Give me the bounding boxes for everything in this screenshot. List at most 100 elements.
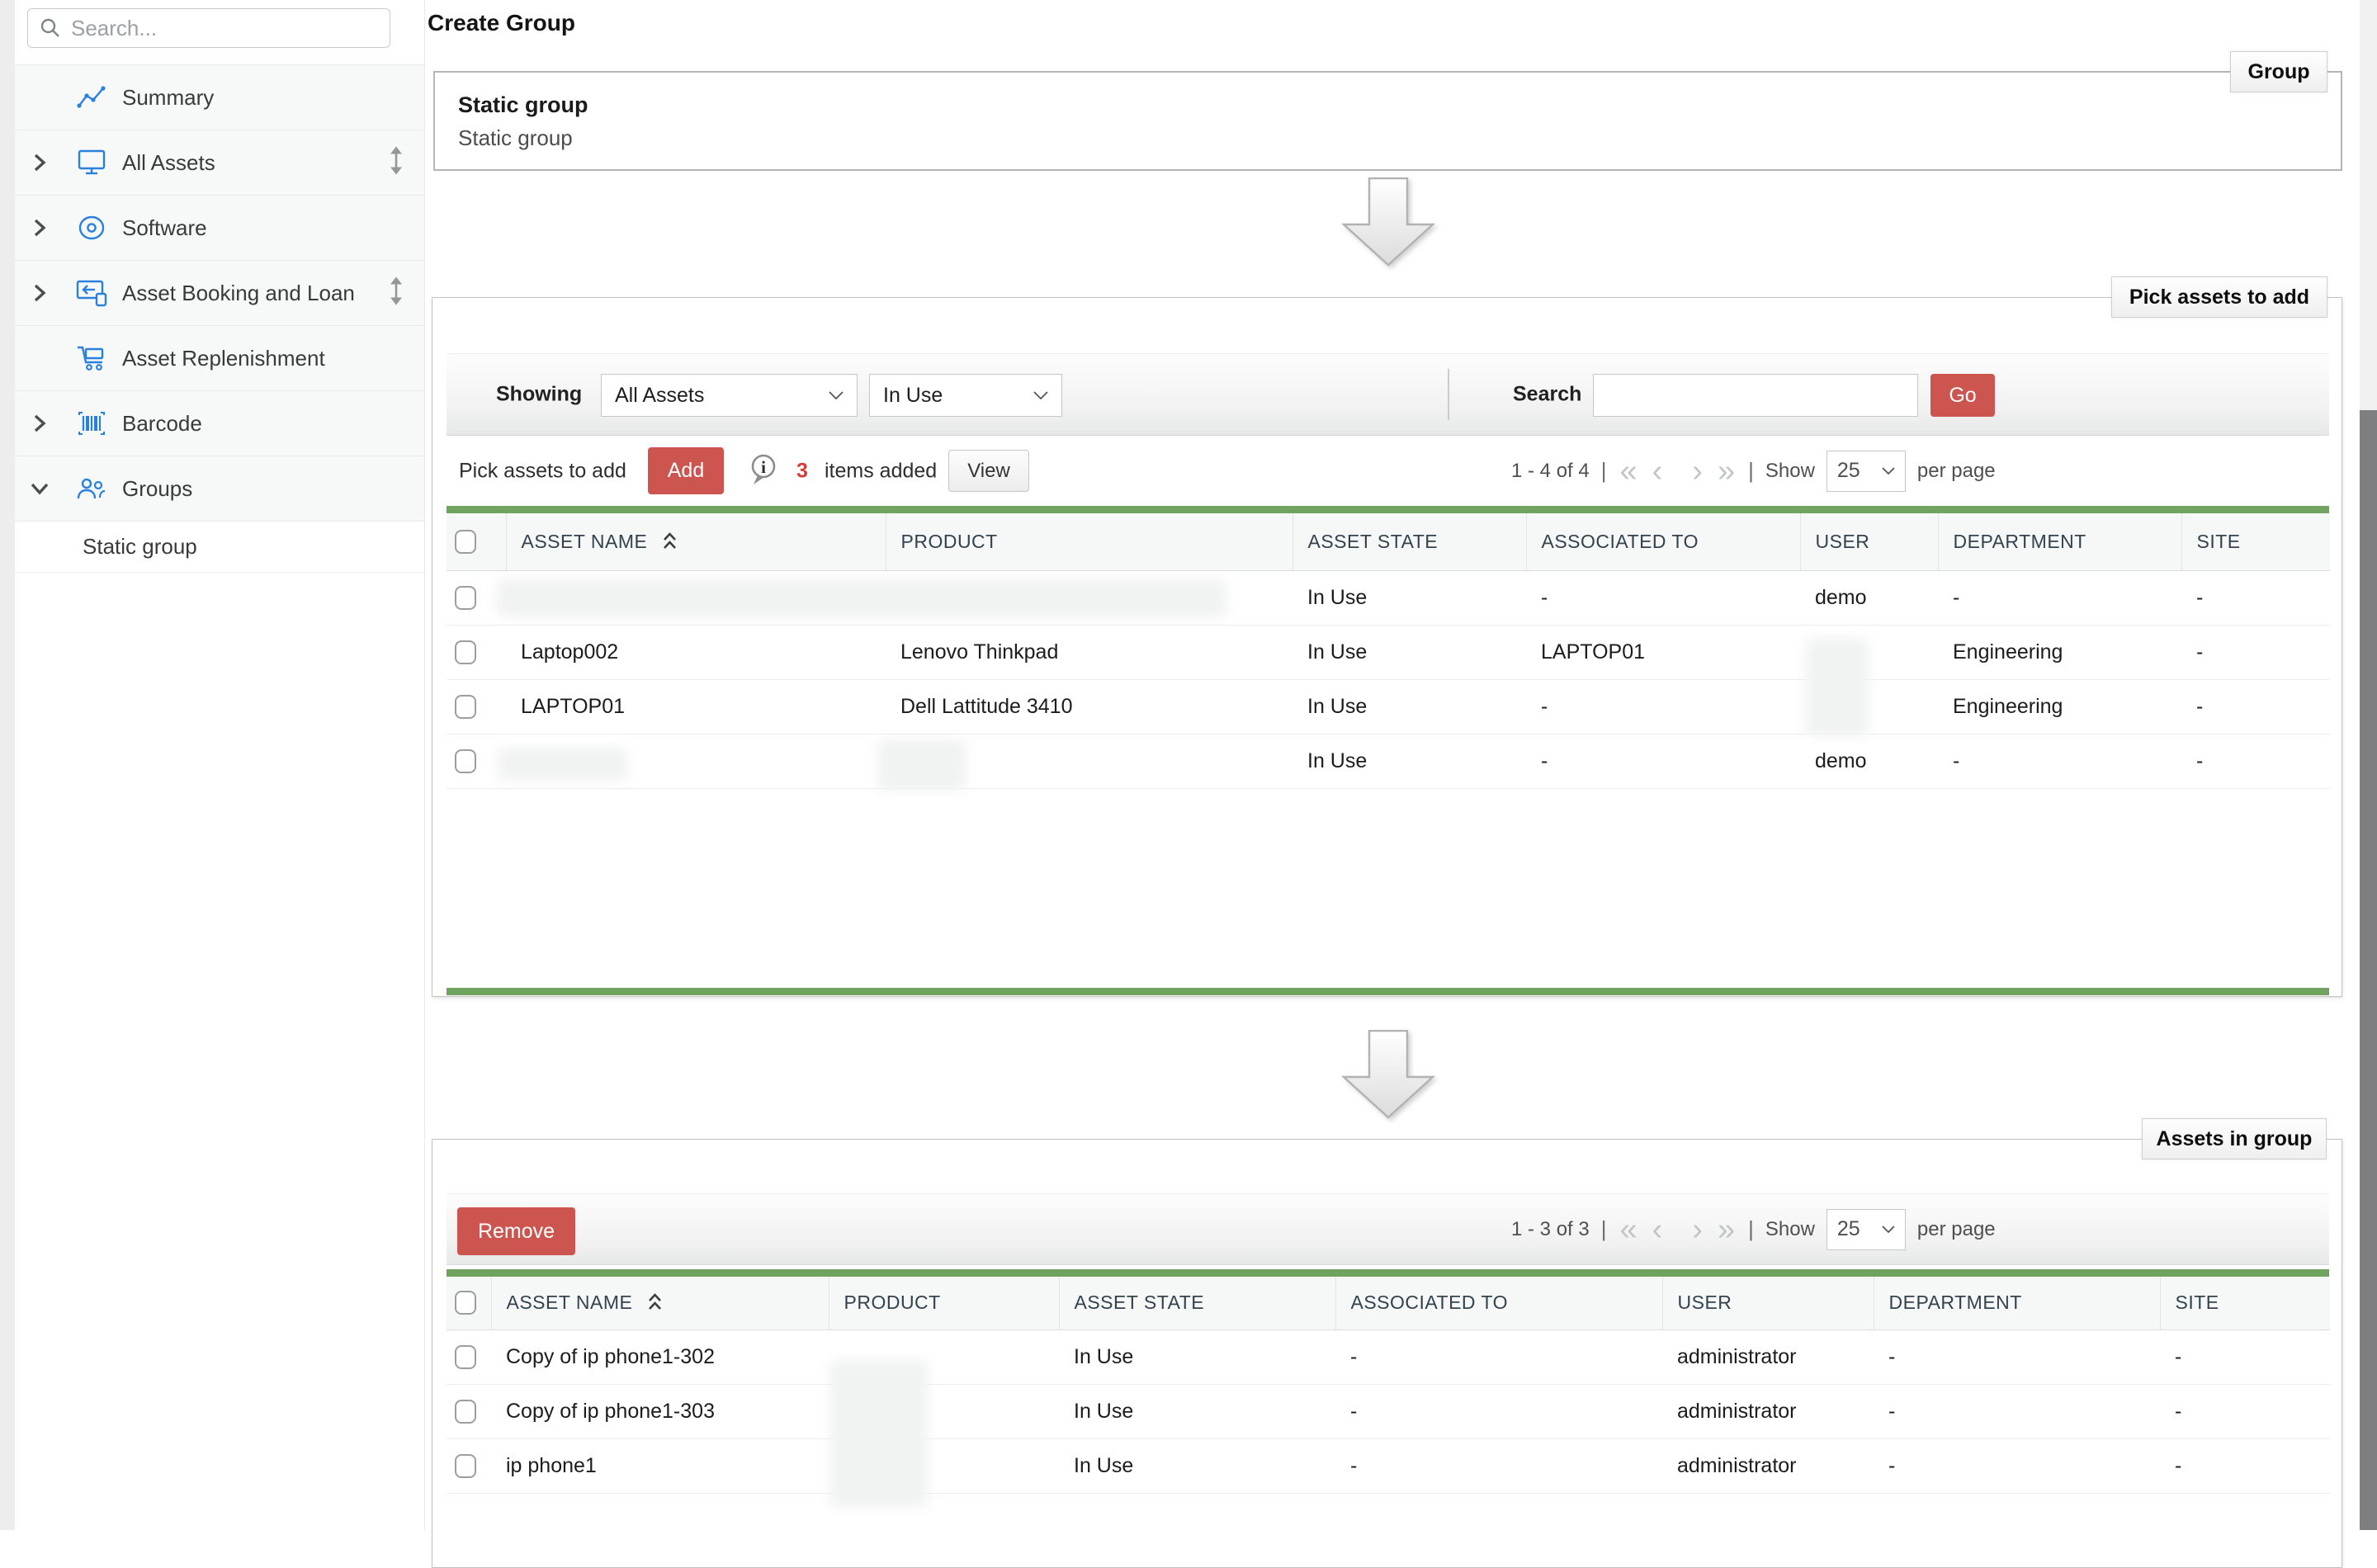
col-department[interactable]: DEPARTMENT [1874,1277,2161,1330]
row-select-cell [447,1438,491,1494]
sidebar-item-groups[interactable]: Groups [15,456,424,522]
col-user[interactable]: USER [1662,1277,1874,1330]
prev-page-icon[interactable]: ‹ [1652,453,1663,489]
row-select-cell [447,625,506,680]
table-top-bar [447,1269,2329,1277]
sort-asc-icon [649,1293,662,1311]
cell-asset-state: In Use [1292,734,1526,789]
cell-department: Engineering [1938,679,2181,734]
pagination-separator: | [1748,458,1754,483]
select-all-header [447,1277,492,1330]
show-label: Show [1765,1217,1815,1240]
view-button[interactable]: View [948,450,1029,492]
sidebar-item-summary[interactable]: Summary [15,65,424,130]
cell-site: - [2160,1438,2330,1494]
pagination-range: 1 - 3 of 3 [1511,1217,1590,1240]
sidebar-item-label: Software [122,215,207,240]
showing-label: Showing [496,382,583,406]
col-product[interactable]: PRODUCT [886,513,1293,571]
col-associated-to[interactable]: ASSOCIATED TO [1526,513,1801,571]
cell-user: administrator [1662,1329,1874,1385]
sidebar-search-input[interactable] [71,15,378,41]
last-page-icon[interactable]: » [1717,453,1736,489]
scrollbar-thumb[interactable] [2360,410,2377,1530]
row-checkbox[interactable] [455,640,476,664]
next-page-icon[interactable]: › [1692,1211,1703,1247]
chevron-right-icon[interactable] [15,282,64,304]
group-section-tab: Group [2230,51,2327,92]
chevron-down-icon[interactable] [15,482,64,495]
row-checkbox[interactable] [455,1344,476,1369]
col-user[interactable]: USER [1800,513,1939,571]
pagination: 1 - 3 of 3 | « ‹ › » | Show 25 per page [1511,1194,1996,1264]
row-select-cell [447,1384,491,1439]
cell-asset-state: In Use [1292,679,1526,734]
sidebar-nav: Summary All Assets Software [15,64,424,573]
assets-search-input[interactable] [1593,374,1918,417]
assets-in-group-table: ASSET NAME PRODUCT ASSET STATE ASSOCIATED T… [447,1277,2330,1494]
last-page-icon[interactable]: » [1717,1211,1736,1247]
asset-state-select[interactable]: In Use [869,374,1062,417]
select-all-checkbox[interactable] [455,1291,476,1315]
chevron-right-icon[interactable] [15,217,64,239]
reorder-handle-icon[interactable] [388,146,404,180]
col-product[interactable]: PRODUCT [829,1277,1060,1330]
column-label: SITE [2175,1292,2219,1314]
sidebar-search[interactable] [27,8,390,48]
page-size-select[interactable]: 25 [1826,1208,1906,1250]
sidebar-item-software[interactable]: Software [15,196,424,261]
col-asset-name[interactable]: ASSET NAME [491,1277,829,1330]
first-page-icon[interactable]: « [1619,1211,1637,1247]
pagination-separator: | [1600,458,1607,483]
window-edge-strip [0,0,15,1530]
asset-view-value: All Assets [615,383,705,407]
column-label: SITE [2196,530,2241,552]
remove-button[interactable]: Remove [457,1207,575,1255]
sidebar-item-barcode[interactable]: Barcode [15,391,424,456]
chevron-right-icon[interactable] [15,152,64,173]
col-department[interactable]: DEPARTMENT [1938,513,2182,571]
page-size-select[interactable]: 25 [1826,450,1906,492]
row-checkbox[interactable] [455,749,476,773]
column-label: ASSET STATE [1074,1292,1205,1314]
col-asset-name[interactable]: ASSET NAME [506,513,886,571]
filter-row: Showing All Assets In Use Search Go [447,353,2329,436]
row-checkbox[interactable] [455,1399,476,1424]
cell-department: - [1874,1438,2160,1494]
col-associated-to[interactable]: ASSOCIATED TO [1335,1277,1663,1330]
asset-view-select[interactable]: All Assets [601,374,858,417]
sidebar-item-asset-booking-and-loan[interactable]: Asset Booking and Loan [15,261,424,326]
chevron-down-icon [829,390,844,399]
col-asset-state[interactable]: ASSET STATE [1292,513,1527,571]
cell-asset-state: In Use [1059,1384,1335,1439]
sort-asc-icon [664,531,677,549]
prev-page-icon[interactable]: ‹ [1652,1211,1663,1247]
sidebar-item-asset-replenishment[interactable]: Asset Replenishment [15,326,424,391]
chevron-right-icon[interactable] [15,413,64,434]
col-site[interactable]: SITE [2181,513,2330,571]
sidebar-item-all-assets[interactable]: All Assets [15,130,424,196]
row-checkbox[interactable] [455,694,476,719]
next-page-icon[interactable]: › [1692,453,1703,489]
assets-in-group-panel: Remove 1 - 3 of 3 | « ‹ › » | Show 25 pe… [432,1139,2342,1568]
col-site[interactable]: SITE [2160,1277,2330,1330]
row-checkbox[interactable] [455,585,476,610]
select-all-checkbox[interactable] [455,529,476,554]
svg-text:i: i [761,457,766,477]
info-icon: i [749,454,780,493]
redacted-cell [499,748,627,781]
row-checkbox[interactable] [455,1453,476,1478]
go-button[interactable]: Go [1930,374,1995,417]
sidebar-subitem-static-group[interactable]: Static group [15,522,424,573]
add-button[interactable]: Add [648,447,724,494]
row-select-cell [447,570,506,626]
cell-site: - [2181,570,2330,626]
reorder-handle-icon[interactable] [388,276,404,310]
cell-asset-state: In Use [1292,570,1526,626]
table-row: ip phone1 In Use - administrator - - [447,1438,2330,1494]
column-label: USER [1815,530,1870,552]
pick-assets-tab: Pick assets to add [2111,276,2327,318]
cell-associated-to: LAPTOP01 [1526,625,1800,680]
first-page-icon[interactable]: « [1619,453,1637,489]
col-asset-state[interactable]: ASSET STATE [1059,1277,1336,1330]
